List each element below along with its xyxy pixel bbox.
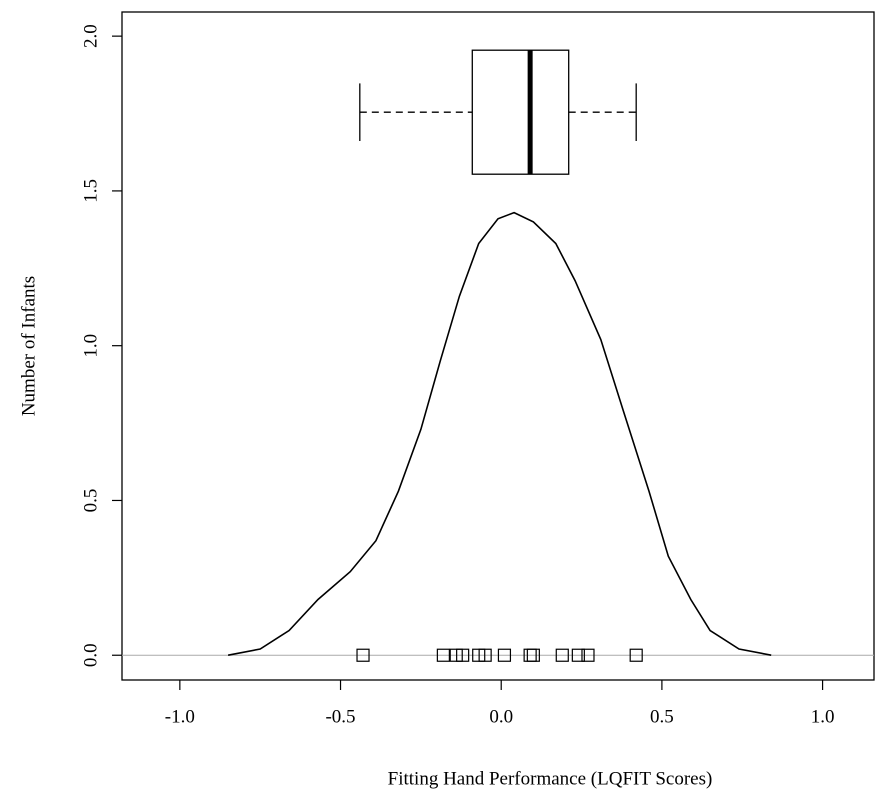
density-curve [227, 211, 772, 656]
data-point [629, 648, 643, 662]
y-tick-label: 0.0 [80, 643, 101, 667]
data-point [571, 648, 585, 662]
x-tick-label: 0.0 [489, 706, 513, 727]
data-point [356, 648, 370, 662]
x-axis-label: Fitting Hand Performance (LQFIT Scores) [388, 768, 713, 789]
x-tick-label: -1.0 [165, 706, 195, 727]
data-point [456, 648, 470, 662]
x-tick-label: 1.0 [811, 706, 835, 727]
data-point [581, 648, 595, 662]
y-axis-label: Number of Infants [18, 276, 39, 416]
data-point [436, 648, 450, 662]
data-point [526, 648, 540, 662]
x-tick-label: 0.5 [650, 706, 674, 727]
y-tick-label: 0.5 [80, 489, 101, 513]
box [471, 49, 570, 175]
y-tick-label: 2.0 [80, 24, 101, 48]
y-tick-label: 1.5 [80, 179, 101, 203]
y-tick-label: 1.0 [80, 334, 101, 358]
x-tick-label: -0.5 [325, 706, 355, 727]
data-point [497, 648, 512, 662]
data-point [478, 648, 492, 662]
data-point [555, 648, 569, 662]
